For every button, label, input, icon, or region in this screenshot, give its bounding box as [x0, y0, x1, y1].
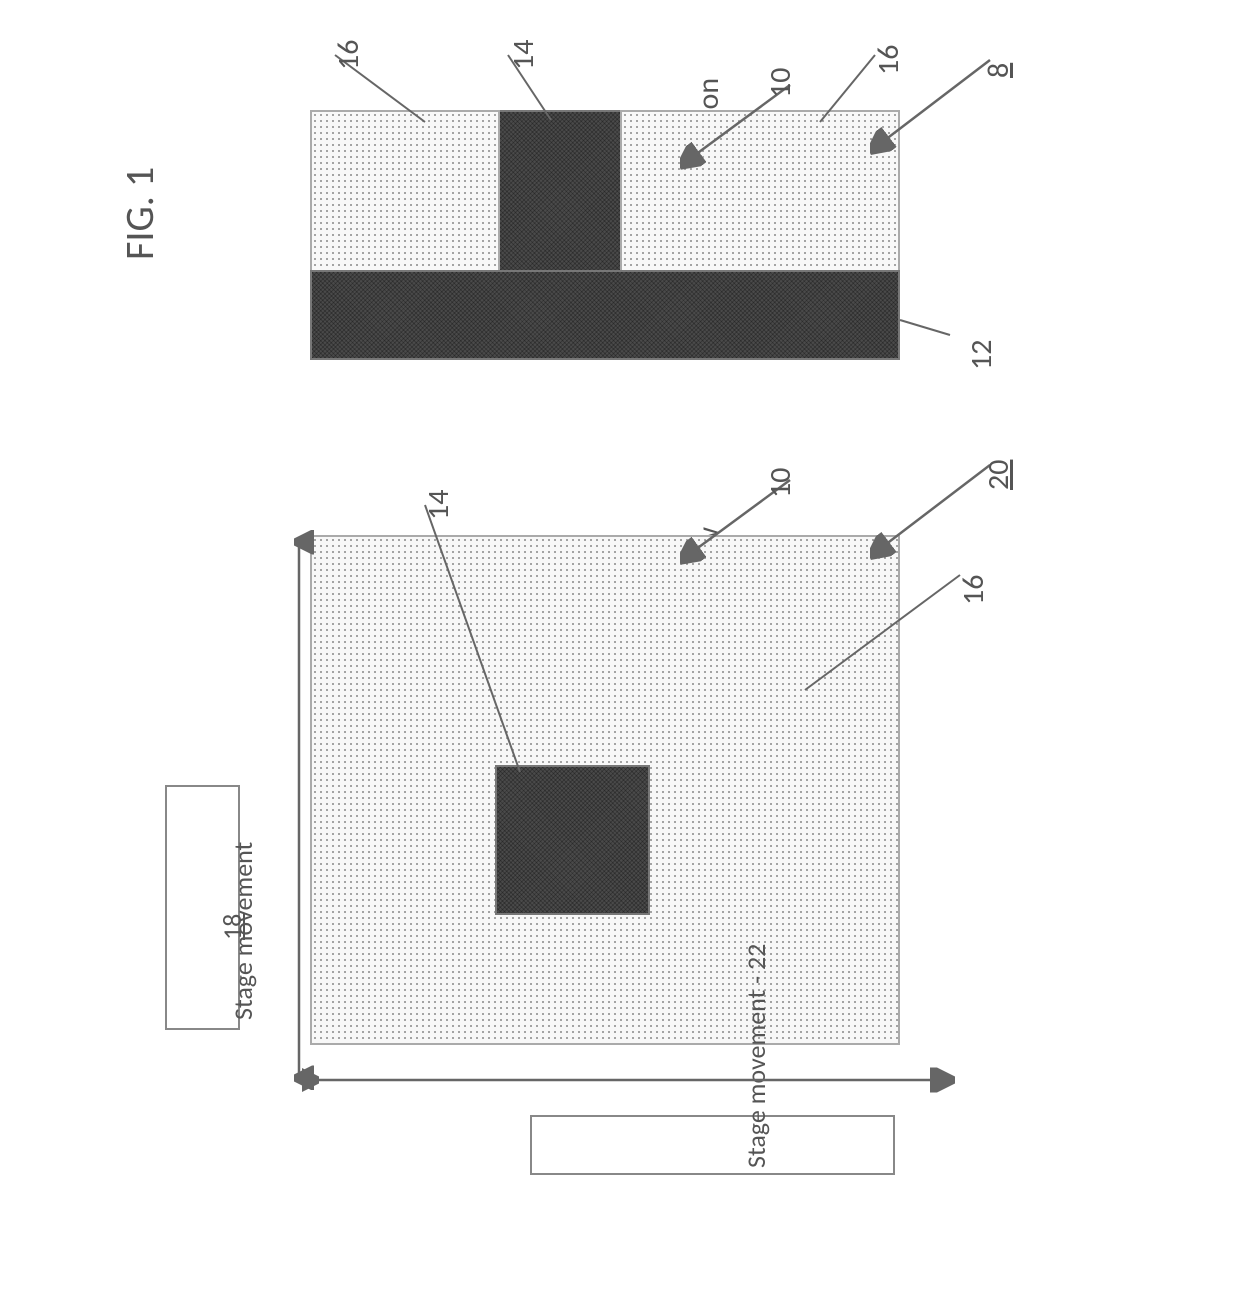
ref-20: 20 — [980, 460, 1017, 490]
figure-root: FIG. 1 Cross-section 10 8 16 14 16 12 Pl… — [0, 0, 1240, 1316]
figure-title: FIG. 1 — [115, 167, 164, 260]
ref-14-bottom: 14 — [420, 490, 457, 520]
ref-8: 8 — [980, 63, 1017, 78]
ref-18: 18 — [216, 914, 248, 940]
stage-movement-horizontal-box — [530, 1115, 895, 1175]
cs-top-left — [310, 110, 500, 270]
stage-movement-horizontal-label: Stage movement - 22 — [740, 944, 772, 1168]
ref-16-left: 16 — [330, 40, 367, 70]
pv-feature — [495, 765, 650, 915]
ref-12: 12 — [963, 340, 1000, 370]
leader-16-plan — [800, 570, 970, 700]
stage-movement-vertical-arrow — [284, 530, 314, 1090]
cs-trench — [500, 110, 620, 270]
leader-14-plan — [420, 500, 540, 780]
ref-10-top: 10 — [762, 68, 799, 98]
ref-16-right: 16 — [870, 45, 907, 75]
stage-movement-horizontal-arrow — [302, 1065, 962, 1095]
ref-10-bottom: 10 — [762, 468, 799, 498]
cs-substrate — [310, 270, 900, 360]
ref-16-plan: 16 — [955, 575, 992, 605]
leader-12 — [898, 315, 958, 345]
ref-14-top: 14 — [505, 40, 542, 70]
